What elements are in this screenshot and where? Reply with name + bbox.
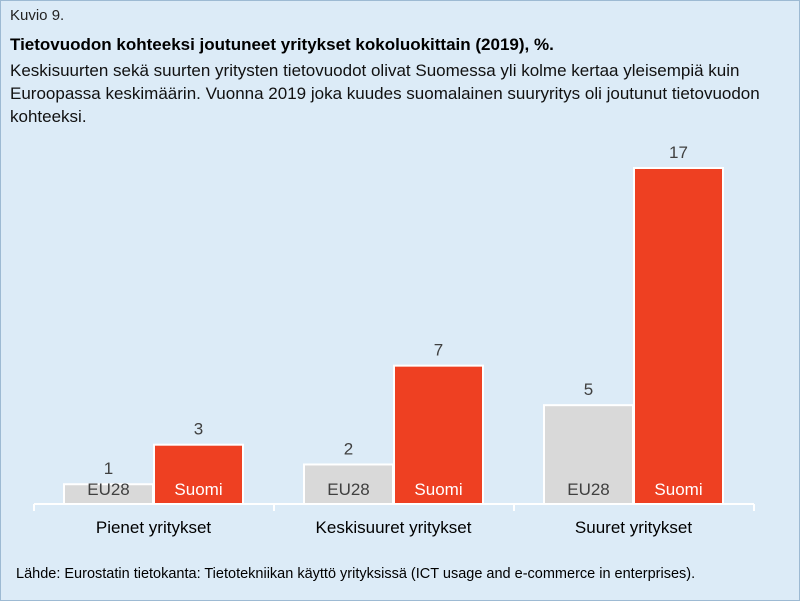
bar-eu28 [543, 404, 634, 506]
value-label: 2 [344, 439, 353, 458]
series-label: EU28 [327, 480, 370, 499]
category-label: Pienet yritykset [96, 518, 212, 537]
bar-eu28 [303, 463, 394, 505]
value-label: 7 [434, 341, 443, 360]
series-label: Suomi [414, 480, 462, 499]
bar-suomi [633, 167, 724, 505]
category-label: Suuret yritykset [575, 518, 692, 537]
series-label: Suomi [654, 480, 702, 499]
value-label: 17 [669, 143, 688, 162]
bar-suomi [153, 443, 244, 505]
bar-chart: 1 EU28 3 Suomi Pienet yritykset 2 EU28 7 Suomi Ke… [33, 143, 755, 537]
value-label: 5 [584, 380, 593, 399]
series-label: EU28 [87, 480, 130, 499]
chart-subtitle: Keskisuurten sekä suurten yritysten tiet… [10, 61, 760, 126]
value-label: 3 [194, 420, 203, 439]
figure-label: Kuvio 9. [10, 7, 65, 24]
chart-title: Tietovuodon kohteeksi joutuneet yritykse… [10, 35, 554, 54]
category-label: Keskisuuret yritykset [316, 518, 472, 537]
bar-suomi [393, 364, 484, 505]
source-note: Lähde: Eurostatin tietokanta: Tietotekni… [16, 566, 696, 582]
series-label: EU28 [567, 480, 610, 499]
series-label: Suomi [174, 480, 222, 499]
value-label: 1 [104, 459, 113, 478]
